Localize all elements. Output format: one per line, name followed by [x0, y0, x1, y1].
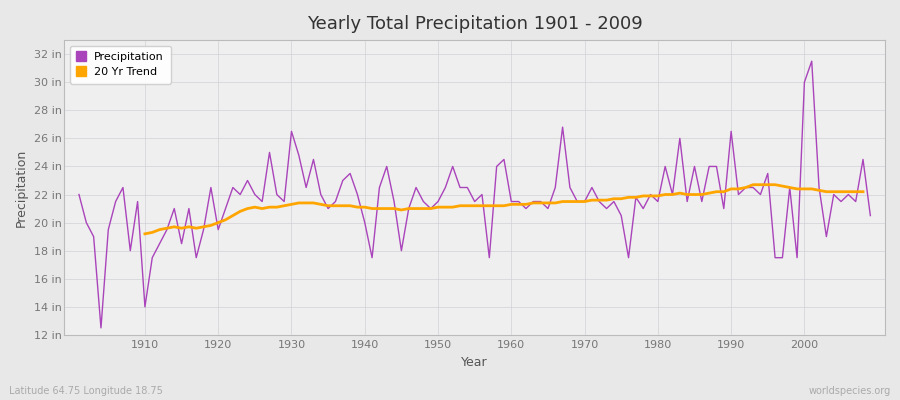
Text: Latitude 64.75 Longitude 18.75: Latitude 64.75 Longitude 18.75: [9, 386, 163, 396]
X-axis label: Year: Year: [462, 356, 488, 369]
Text: worldspecies.org: worldspecies.org: [809, 386, 891, 396]
Y-axis label: Precipitation: Precipitation: [15, 148, 28, 227]
Legend: Precipitation, 20 Yr Trend: Precipitation, 20 Yr Trend: [70, 46, 171, 84]
Title: Yearly Total Precipitation 1901 - 2009: Yearly Total Precipitation 1901 - 2009: [307, 15, 643, 33]
